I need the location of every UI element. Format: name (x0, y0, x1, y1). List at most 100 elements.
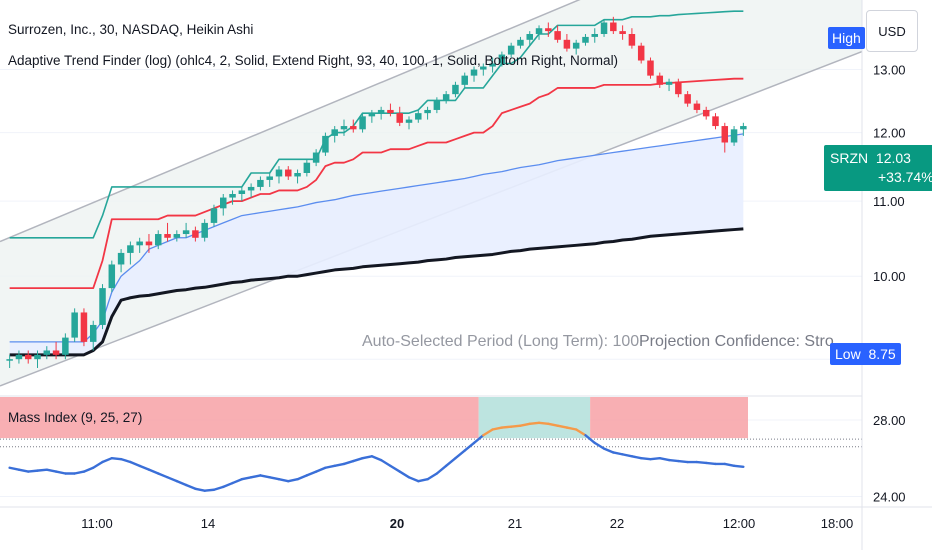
mass-index-segment (333, 462, 346, 468)
candle-body (480, 66, 487, 70)
time-tick-label: 22 (610, 516, 624, 531)
mass-index-segment (454, 449, 466, 460)
candle-body (396, 113, 403, 123)
time-axis[interactable]: 11:00 14 20 21 22 12:00 18:00 (81, 516, 853, 531)
candle-body (452, 84, 459, 95)
candle-body (740, 126, 747, 130)
last-price-value: 12.03 (875, 150, 911, 166)
candle-body (210, 208, 218, 223)
trend-band-fill (9, 133, 744, 355)
indicator-title: Adaptive Trend Finder (log) (ohlc4, 2, S… (8, 53, 619, 68)
candle-body (637, 45, 645, 61)
mass-index-segment (658, 456, 671, 462)
mass-index-segment (417, 478, 429, 483)
mass-index-segment (482, 428, 494, 437)
mass-index-segment (82, 466, 95, 473)
mass-index-segment (667, 458, 680, 463)
candle-body (257, 179, 264, 187)
price-pane (0, 0, 863, 387)
candle-body (610, 22, 617, 32)
mass-index-segment (463, 441, 476, 452)
mass-index-segment (352, 456, 364, 463)
candle-body (507, 45, 515, 55)
mass-index-title: Mass Index (9, 25, 27) (8, 410, 143, 425)
candle-body (721, 126, 729, 143)
candle-body (526, 34, 533, 40)
candle-body (275, 169, 283, 177)
mass-index-segment (649, 456, 661, 461)
mass-index-segment (92, 460, 104, 469)
mass-index-segment (8, 466, 21, 471)
mass-index-legend[interactable]: Mass Index (9, 25, 27) (8, 410, 142, 425)
candle-body (71, 312, 78, 338)
mass-index-segment (277, 478, 290, 483)
candle-body (572, 42, 580, 49)
candle-body (303, 162, 311, 173)
candle-body (359, 116, 366, 130)
candle-body (582, 36, 589, 43)
mass-index-segment (296, 474, 309, 481)
candle-body (43, 350, 51, 355)
mass-index-segment (110, 456, 123, 461)
mass-index-segment (194, 487, 206, 492)
candle-body (684, 94, 691, 104)
candle-body (173, 234, 181, 238)
mass-index-segment (101, 456, 114, 464)
mass-index-segment (240, 476, 253, 481)
candle-body (99, 288, 106, 325)
candle-body (702, 109, 710, 117)
mass-index-segment (370, 455, 383, 462)
mass-index-segment (593, 441, 606, 450)
chart-legend-indicator[interactable]: Adaptive Trend Finder (log) (ohlc4, 2, S… (8, 53, 618, 68)
mass-index-segment (389, 464, 401, 473)
mass-index-segment (231, 478, 244, 485)
mass-index-bg-segment (590, 397, 748, 439)
candle-body (470, 69, 478, 76)
candle-body (424, 109, 431, 114)
price-tick-label: 13.00 (873, 63, 906, 78)
candle-body (563, 39, 571, 49)
mass-index-segment (519, 422, 531, 427)
mass-index-pane (0, 397, 862, 492)
high-price-tag: High (828, 27, 865, 49)
candle-body (136, 241, 143, 246)
symbol-title: Surrozen, Inc., 30, NASDAQ, Heikin Ashi (8, 22, 254, 37)
candle-body (619, 31, 626, 35)
candle-body (192, 230, 199, 238)
candle-body (238, 190, 246, 195)
mass-index-segment (584, 434, 596, 445)
mass-index-segment (379, 458, 392, 468)
mass-index-segment (222, 481, 234, 489)
currency-button[interactable]: USD (866, 10, 918, 52)
candle-body (442, 94, 450, 101)
chart-legend-symbol[interactable]: Surrozen, Inc., 30, NASDAQ, Heikin Ashi (8, 22, 253, 37)
candle-body (433, 100, 441, 110)
mass-index-segment (119, 457, 132, 464)
candle-body (461, 75, 468, 85)
candle-body (127, 245, 134, 253)
mass-index-segment (695, 460, 708, 465)
mass-index-segment (639, 456, 652, 461)
candle-body (117, 252, 125, 265)
candle-body (294, 172, 301, 177)
candle-body (285, 169, 292, 177)
candle-body (545, 28, 552, 32)
mid-channel-line (9, 77, 744, 290)
candle-body (405, 119, 413, 123)
mass-index-segment (314, 466, 327, 473)
time-tick-label: 18:00 (821, 516, 854, 531)
mass-index-segment (491, 426, 504, 431)
mass-index-segment (129, 460, 141, 468)
mass-index-segment (324, 464, 336, 469)
candle-body (554, 31, 561, 40)
mass-index-segment (175, 479, 188, 487)
mass-index-segment (305, 470, 318, 477)
mass-index-segment (472, 434, 485, 445)
candle-body (24, 354, 32, 360)
mass-index-segment (203, 488, 216, 492)
mass-index-segment (407, 476, 420, 483)
mass-index-segment (500, 425, 513, 429)
candle-body (600, 22, 608, 35)
mass-index-segment (444, 456, 457, 468)
